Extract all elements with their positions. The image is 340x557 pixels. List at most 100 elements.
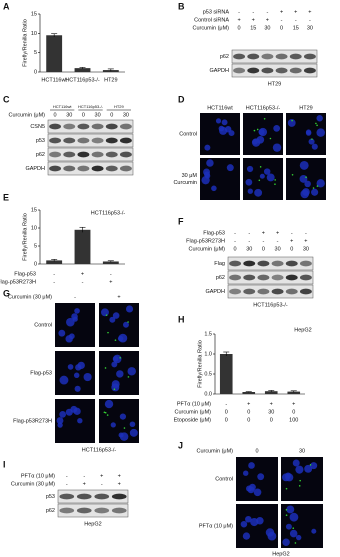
blot-band [285,260,298,267]
nucleus [311,528,317,534]
band-label: CSN5 [30,124,45,130]
blot-strip [57,503,129,518]
puncta [104,367,107,369]
panel-label: F [178,216,184,226]
condition-value: - [291,230,293,236]
y-axis-label: Firefly/Renilla Ratio [22,213,28,261]
blot-band [247,53,260,60]
condition-value: + [252,17,255,23]
condition-value: + [294,9,297,15]
puncta [123,427,126,429]
condition-value: 30 [307,25,313,31]
blot-band [105,137,118,144]
puncta [253,129,256,132]
condition-value: - [277,238,279,244]
blot-strip [231,49,318,64]
condition-value: - [305,230,307,236]
nucleus [272,143,282,152]
condition-value: 30 [275,246,281,252]
nucleus [74,308,80,314]
nucleus [110,422,116,428]
condition-value: - [309,17,311,23]
blot-band [49,137,62,144]
nucleus [254,188,263,197]
nucleus [245,178,253,186]
blot-band [285,288,298,295]
nucleus [118,333,128,343]
puncta [291,174,294,176]
puncta [259,166,262,168]
condition-value: - [295,17,297,23]
condition-value: 0 [54,112,57,118]
nucleus [292,459,300,467]
puncta [316,185,319,187]
bar [74,68,91,72]
blot-band [289,53,302,60]
row-label: Control [179,131,197,137]
panel-label: E [3,192,9,202]
puncta [127,321,129,323]
puncta [309,464,312,466]
condition-value: + [270,401,273,407]
condition-value: + [100,473,103,479]
condition-name: p53 siRNA [203,9,230,15]
puncta [105,314,108,316]
nucleus [204,173,211,179]
nucleus [242,470,249,476]
nucleus [316,179,325,188]
row-label: Flag-p53 [30,370,52,376]
puncta [119,356,122,359]
condition-value: - [225,401,227,407]
nucleus [101,308,109,317]
puncta [311,138,313,140]
row-label: Control [34,322,52,328]
condition-value: - [66,473,68,479]
nucleus [308,138,315,145]
condition-value: - [248,238,250,244]
condition-name: Etoposide (μM) [174,417,212,423]
condition-value: 0 [290,246,293,252]
blot-band [257,288,270,295]
nucleus [282,538,290,547]
blot-band [271,288,284,295]
condition-name: Control siRNA [194,17,229,23]
blot-band [285,274,298,281]
condition-value: - [262,238,264,244]
chart-title: HepG2 [294,327,311,333]
blot-band [105,123,118,130]
puncta [285,514,288,517]
puncta [113,388,116,391]
x-tick-label: HCT116p53-/- [65,77,100,83]
band-label: GAPDH [209,68,229,74]
puncta [269,137,272,140]
nucleus [259,173,265,179]
blot-band [289,67,302,74]
nucleus [112,312,120,319]
condition-value: + [83,481,86,487]
blot-band [59,507,75,514]
caption: HCT116p53-/- [82,447,117,453]
bar [102,261,119,264]
condition-value: 0 [225,417,228,423]
column-label: HT29 [299,105,312,111]
nucleus [72,316,78,322]
nucleus [311,143,318,150]
blot-band [247,67,260,74]
nucleus [245,515,252,523]
column-header-name: Curcumin (30 μM) [8,294,52,300]
condition-value: - [252,9,254,15]
nucleus [287,119,296,127]
condition-value: 0 [292,409,295,415]
band-label: Flag [214,261,225,267]
condition-value: + [292,401,295,407]
nucleus [75,364,82,371]
band-label: p53 [36,138,45,144]
puncta [258,179,261,182]
puncta [274,183,276,185]
puncta [294,542,297,544]
blot-strip [47,161,134,176]
condition-value: 30 [246,246,252,252]
nucleus [289,529,298,538]
nucleus [246,165,254,173]
condition-name: Curcumin (μM) [193,25,230,31]
